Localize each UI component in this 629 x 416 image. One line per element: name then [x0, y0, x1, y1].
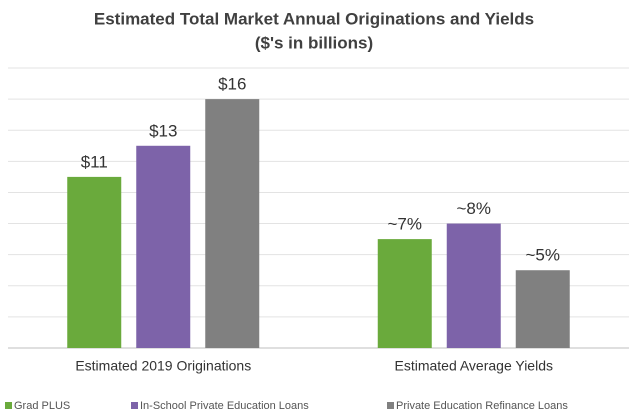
value-label: $16 — [218, 75, 246, 94]
bar — [446, 223, 501, 348]
legend-label: Grad PLUS — [14, 400, 70, 412]
value-label: ~8% — [457, 199, 492, 218]
legend-swatch — [5, 402, 12, 409]
bar — [136, 145, 191, 348]
chart-title: Estimated Total Market Annual Originatio… — [94, 9, 534, 28]
x-tick-label: Estimated 2019 Originations — [75, 358, 251, 374]
x-tick-label: Estimated Average Yields — [394, 358, 553, 374]
legend-label: In-School Private Education Loans — [140, 400, 309, 412]
bar — [205, 99, 260, 348]
bar — [377, 239, 432, 348]
legend-swatch — [387, 402, 394, 409]
value-label: $11 — [81, 152, 108, 171]
legend-swatch — [131, 402, 138, 409]
value-label: $13 — [149, 121, 177, 140]
legend-label: Private Education Refinance Loans — [396, 400, 568, 412]
bar — [515, 270, 570, 348]
bar — [67, 176, 122, 348]
chart-subtitle: ($'s in billions) — [255, 33, 373, 52]
value-label: ~5% — [526, 246, 561, 265]
value-label: ~7% — [388, 215, 423, 234]
